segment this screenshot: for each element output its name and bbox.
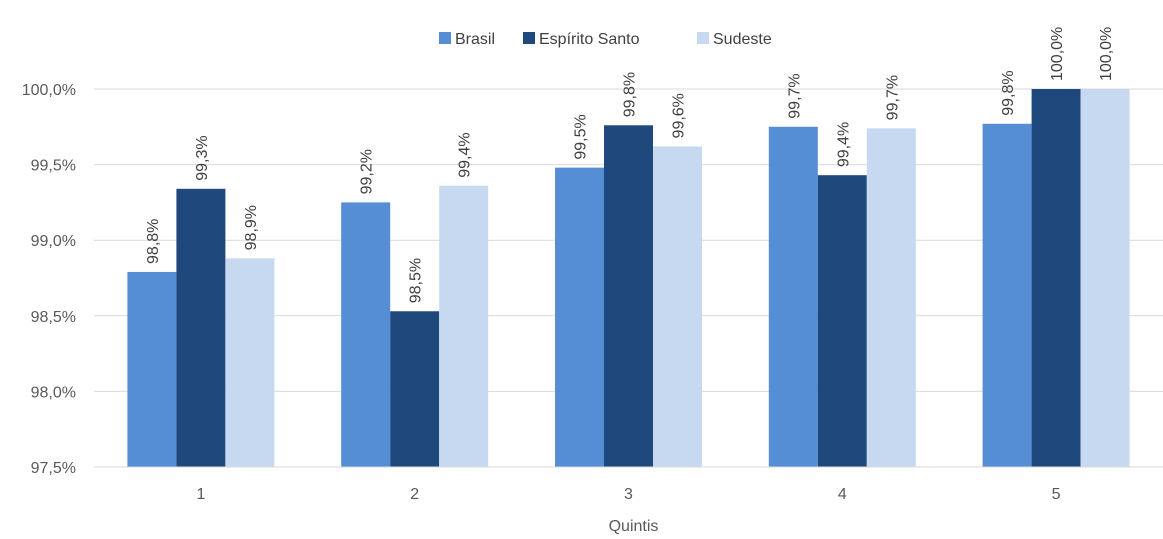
y-tick-label: 99,5% <box>31 158 76 175</box>
legend: Brasil Espírito Santo Sudeste <box>439 31 772 48</box>
data-label: 98,9% <box>243 205 260 250</box>
bar <box>653 146 702 467</box>
data-label: 99,5% <box>573 114 590 159</box>
legend-label: Espírito Santo <box>539 31 640 48</box>
legend-swatch <box>697 32 709 44</box>
bar <box>817 175 867 467</box>
bar <box>1031 89 1081 467</box>
data-label: 100,0% <box>1098 27 1115 81</box>
data-label: 98,5% <box>408 258 425 303</box>
data-label: 99,2% <box>359 149 376 194</box>
bar <box>604 125 653 468</box>
data-label: 99,7% <box>786 73 803 118</box>
data-label: 99,8% <box>1000 70 1017 115</box>
data-label: 100,0% <box>1049 27 1066 81</box>
data-label: 99,4% <box>457 132 474 177</box>
bar <box>982 123 1032 467</box>
x-tick-label: 1 <box>196 486 205 503</box>
bar <box>1080 89 1130 467</box>
y-axis: 97,5% 98,0% 98,5% 99,0% 99,5% 100,0% <box>22 82 76 477</box>
legend-swatch <box>439 32 451 44</box>
y-tick-label: 98,5% <box>31 309 76 326</box>
data-labels: 98,8% 99,3% 98,9% 99,2% 98,5% 99,4% 99,5% 99,8%… <box>145 27 1115 304</box>
y-tick-label: 99,0% <box>31 233 76 250</box>
bar <box>555 167 604 467</box>
legend-label: Brasil <box>455 31 495 48</box>
bar <box>866 128 916 467</box>
x-tick-label: 5 <box>1052 486 1061 503</box>
data-label: 98,8% <box>145 219 162 264</box>
y-tick-label: 97,5% <box>31 460 76 477</box>
y-tick-label: 100,0% <box>22 82 76 99</box>
data-label: 99,4% <box>835 122 852 167</box>
x-tick-label: 2 <box>410 486 419 503</box>
legend-swatch <box>523 32 535 44</box>
y-tick-label: 98,0% <box>31 384 76 401</box>
bar <box>341 202 391 467</box>
bar <box>127 271 177 467</box>
legend-label: Sudeste <box>713 31 772 48</box>
bar <box>768 126 818 468</box>
x-tick-label: 4 <box>838 486 847 503</box>
bar <box>439 185 489 467</box>
data-label: 99,3% <box>194 135 211 180</box>
data-label: 99,6% <box>671 93 688 138</box>
bar <box>390 311 440 467</box>
data-label: 99,7% <box>884 75 901 120</box>
x-axis-title: Quintis <box>609 518 659 535</box>
bars <box>127 89 1130 468</box>
x-axis: 1 2 3 4 5 <box>94 466 1163 503</box>
data-label: 99,8% <box>622 72 639 117</box>
bar <box>176 188 226 468</box>
bar <box>225 258 275 467</box>
x-tick-label: 3 <box>624 486 633 503</box>
